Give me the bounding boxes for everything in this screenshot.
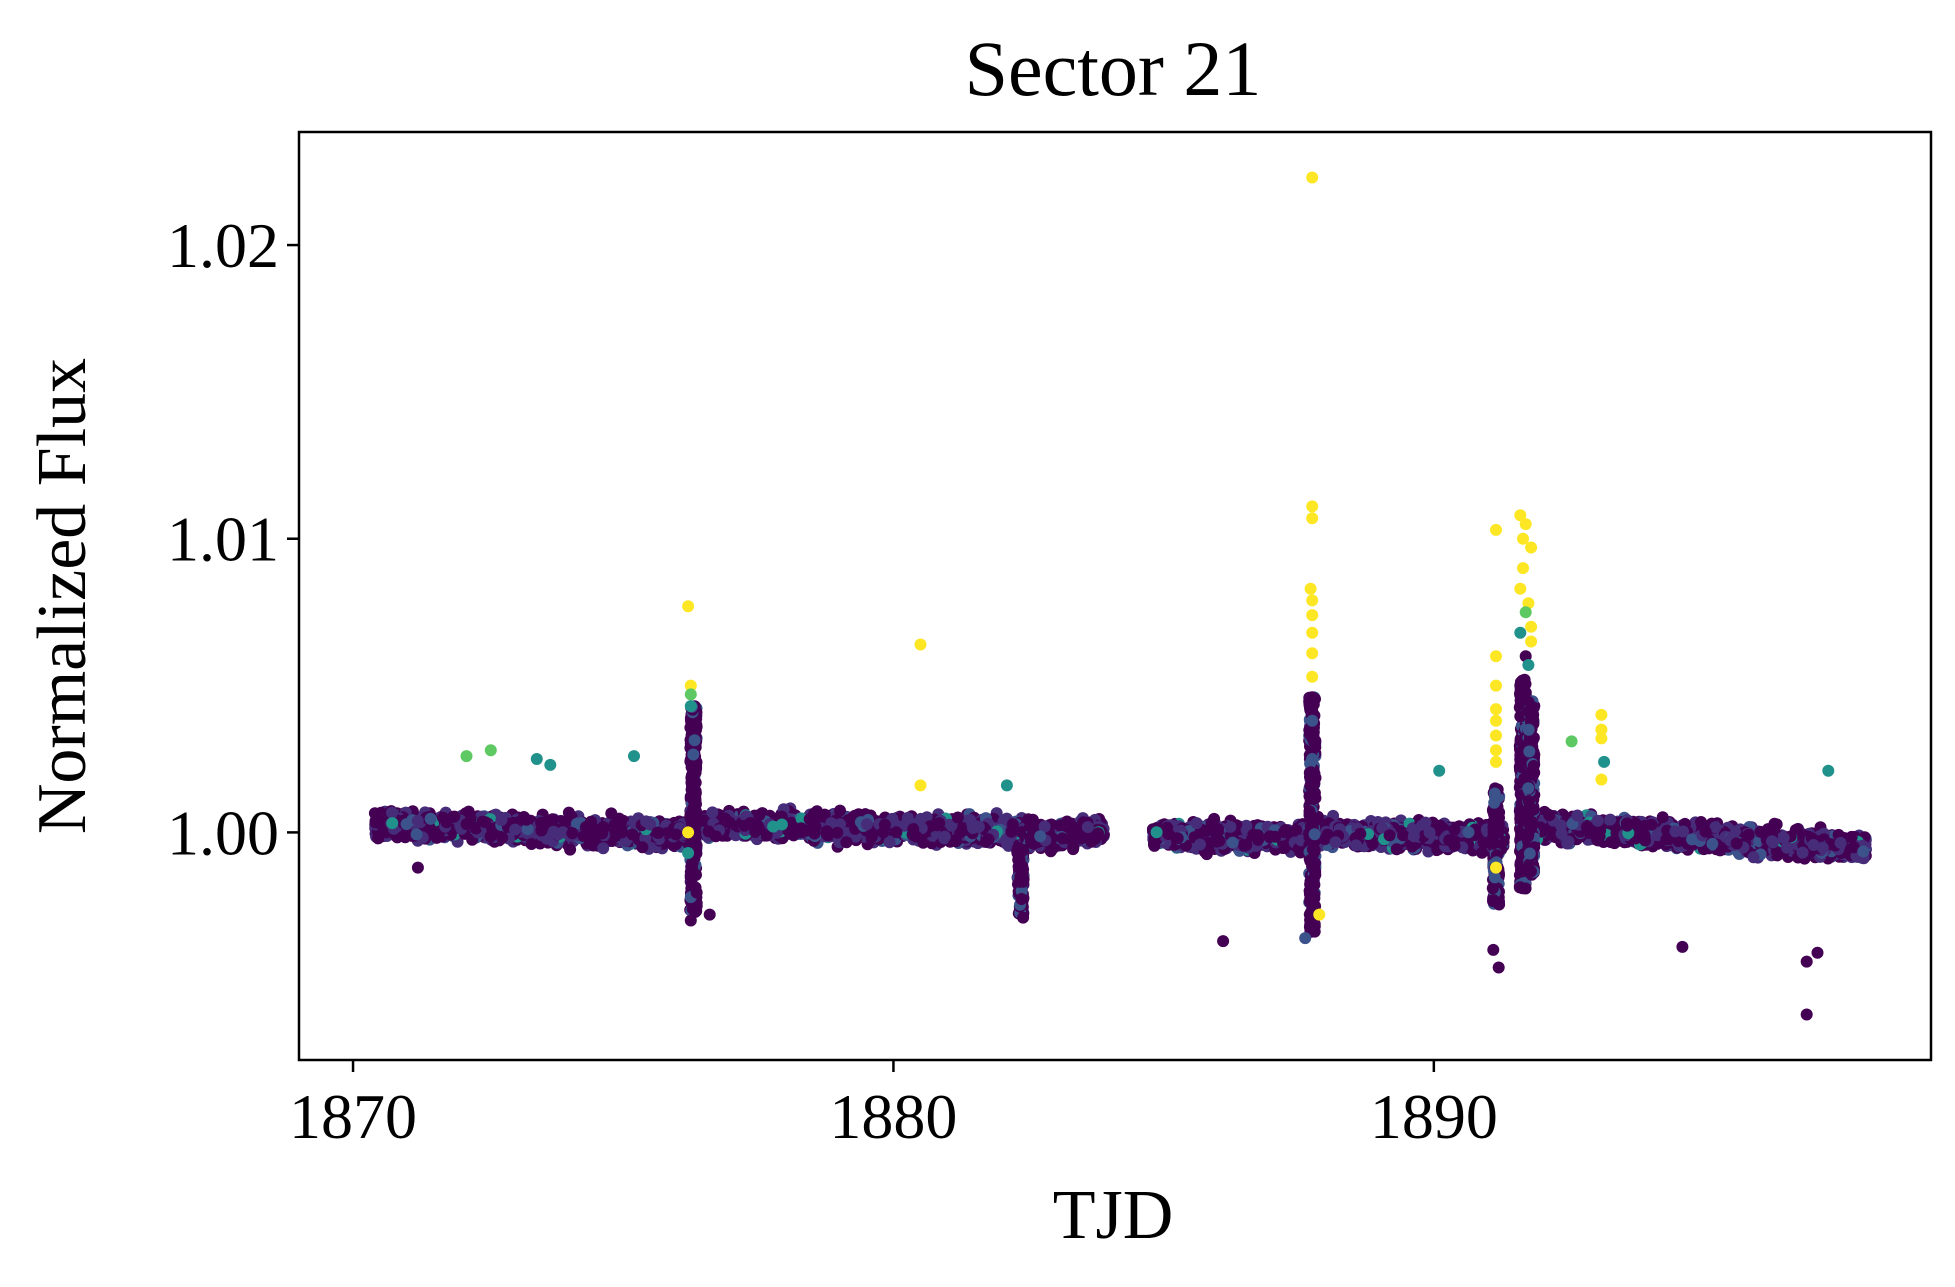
data-point <box>479 816 491 829</box>
data-point <box>1383 829 1396 842</box>
data-point <box>596 827 609 840</box>
data-point <box>1226 836 1239 849</box>
data-point <box>509 823 522 836</box>
data-point <box>1211 825 1224 838</box>
data-point <box>1208 812 1221 825</box>
data-point <box>706 806 719 819</box>
data-point <box>890 826 903 839</box>
data-point <box>670 828 682 841</box>
data-point <box>1390 843 1403 856</box>
data-point <box>1001 838 1013 851</box>
data-point <box>753 809 766 821</box>
data-point <box>496 831 509 844</box>
data-point <box>386 806 398 819</box>
data-point <box>1476 846 1488 859</box>
data-point <box>535 824 548 837</box>
data-point <box>410 828 423 841</box>
data-point <box>424 812 437 825</box>
data-point <box>883 836 896 849</box>
data-point <box>470 822 482 835</box>
data-point <box>566 827 579 840</box>
data-point <box>460 818 473 831</box>
data-point <box>1269 830 1282 843</box>
data-point <box>639 832 652 845</box>
data-point <box>1329 836 1342 849</box>
scatter-points <box>368 171 1872 1021</box>
data-point <box>547 825 560 838</box>
data-point <box>1240 838 1253 851</box>
data-point <box>1350 839 1363 852</box>
data-point <box>577 830 590 843</box>
data-point <box>1462 826 1475 839</box>
data-point <box>369 816 382 829</box>
data-point <box>525 838 538 850</box>
data-point <box>1190 817 1203 830</box>
data-point <box>1247 828 1260 841</box>
data-point <box>1150 826 1163 839</box>
data-point <box>907 823 920 836</box>
data-point <box>1224 820 1237 833</box>
data-point <box>1290 824 1303 837</box>
data-point <box>616 826 629 839</box>
data-point <box>795 822 808 835</box>
data-point <box>440 816 453 829</box>
data-point <box>640 815 653 828</box>
data-point <box>1354 827 1367 840</box>
data-point <box>495 814 508 826</box>
data-point <box>1056 832 1069 845</box>
data-point <box>807 819 820 832</box>
data-point <box>1408 824 1421 836</box>
data-point <box>520 813 533 826</box>
data-point <box>1092 827 1105 840</box>
data-point <box>564 843 577 856</box>
data-point <box>636 841 649 854</box>
chart-title: Sector 21 <box>965 25 1262 112</box>
data-point <box>1423 826 1436 839</box>
data-point <box>747 820 760 833</box>
data-point <box>931 819 944 832</box>
data-point <box>626 828 639 841</box>
data-point <box>840 836 853 849</box>
data-point <box>982 833 995 846</box>
data-point <box>597 842 610 855</box>
data-point <box>1279 824 1292 836</box>
data-point <box>951 811 964 824</box>
data-point <box>570 817 583 830</box>
data-point <box>878 818 891 831</box>
data-point <box>1005 825 1018 838</box>
data-point <box>831 826 844 839</box>
data-point <box>1034 830 1047 843</box>
data-point <box>605 807 618 820</box>
data-point <box>1448 839 1461 852</box>
data-point <box>767 820 780 833</box>
data-point <box>1194 838 1206 851</box>
data-point <box>1448 823 1461 836</box>
data-point <box>386 817 399 830</box>
data-point <box>1162 828 1175 840</box>
data-point <box>972 820 985 833</box>
data-point <box>1081 821 1094 834</box>
data-point <box>1397 829 1410 842</box>
data-point <box>651 826 664 839</box>
data-point <box>709 830 722 843</box>
data-point <box>411 814 424 827</box>
data-point <box>484 830 497 843</box>
data-point <box>938 830 951 843</box>
data-point <box>860 818 873 831</box>
